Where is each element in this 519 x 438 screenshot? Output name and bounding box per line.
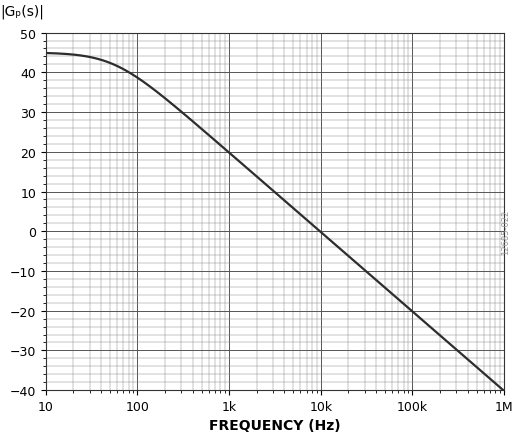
X-axis label: FREQUENCY (Hz): FREQUENCY (Hz): [209, 418, 341, 432]
Text: 12685-022: 12685-022: [501, 209, 511, 255]
Text: |Gₚ(s)|: |Gₚ(s)|: [0, 5, 44, 19]
